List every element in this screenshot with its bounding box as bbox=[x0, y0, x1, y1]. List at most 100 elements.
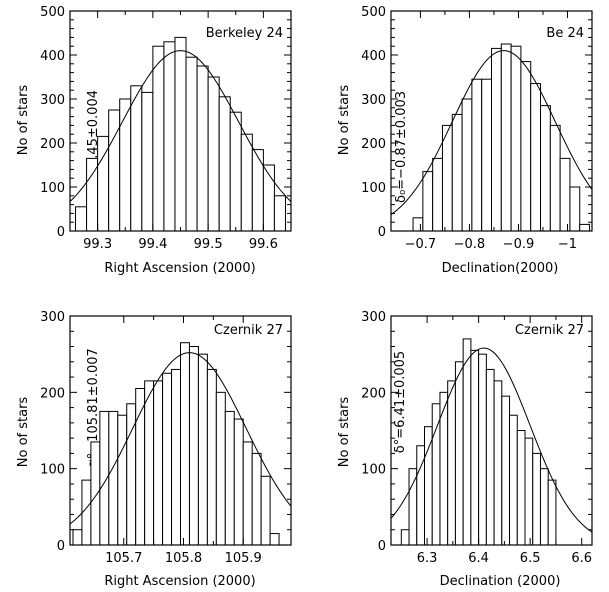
histogram-bar bbox=[462, 338, 472, 546]
y-axis-label: No of stars bbox=[16, 397, 31, 468]
histogram-bar bbox=[424, 426, 433, 546]
y-tick-label: 100 bbox=[361, 181, 386, 196]
gaussian-fit-line bbox=[390, 347, 593, 533]
histogram-bar bbox=[412, 217, 424, 232]
histogram-bar bbox=[251, 149, 264, 232]
histogram-bar bbox=[516, 430, 526, 546]
histogram-bar bbox=[540, 105, 551, 232]
histogram-bar bbox=[539, 468, 549, 546]
x-tick-label: 99.4 bbox=[138, 237, 167, 252]
x-tick-label: 6.5 bbox=[520, 551, 541, 566]
histogram-bar bbox=[549, 124, 561, 232]
panel-czernik-27-dec: Czernik 27 δ°=6.41±0.005 No of stars Dec… bbox=[337, 310, 593, 589]
histogram-bar bbox=[75, 206, 88, 232]
histogram-bar bbox=[174, 36, 187, 232]
histogram-bar bbox=[260, 475, 271, 546]
histogram-bar bbox=[141, 91, 154, 232]
histogram-bar bbox=[478, 353, 487, 546]
histogram-bar bbox=[532, 452, 541, 546]
histogram-bar bbox=[163, 41, 176, 232]
histogram-bar bbox=[251, 452, 262, 546]
gaussian-fit-line bbox=[390, 50, 593, 216]
y-tick-label: 100 bbox=[40, 181, 65, 196]
center-annotation: α°=105.81±0.007 bbox=[86, 348, 101, 468]
gaussian-fit-line bbox=[69, 352, 292, 525]
histogram-bar bbox=[185, 56, 198, 232]
histogram-bar bbox=[188, 346, 199, 546]
histogram-bar bbox=[144, 380, 155, 546]
histogram-bar bbox=[117, 414, 128, 546]
panel-berkeley-24-ra: Berkeley 24 α₀=99.45±0.004 No of stars R… bbox=[16, 5, 292, 276]
histogram-bar bbox=[461, 98, 473, 232]
panel-label: Czernik 27 bbox=[515, 323, 584, 338]
histogram-bar bbox=[197, 353, 208, 546]
histogram-bar bbox=[432, 157, 443, 232]
x-axis-label: Declination (2000) bbox=[440, 574, 561, 589]
plot-frame bbox=[390, 315, 593, 546]
histogram-bar bbox=[530, 83, 542, 232]
histogram-bar bbox=[422, 171, 434, 232]
histogram-bar bbox=[218, 96, 231, 232]
gaussian-fit-line bbox=[69, 50, 292, 202]
histogram-bar bbox=[471, 78, 483, 232]
x-tick-label: 6.4 bbox=[468, 551, 489, 566]
center-annotation: δ₀=−0.87±0.003 bbox=[394, 91, 409, 203]
histogram-bar bbox=[81, 479, 92, 546]
x-tick-label: −0.8 bbox=[454, 237, 486, 252]
histogram-bar bbox=[559, 157, 571, 232]
y-tick-label: 500 bbox=[361, 5, 386, 20]
histogram-bar bbox=[108, 109, 121, 232]
histogram-bar bbox=[119, 98, 132, 232]
plot-frame bbox=[390, 10, 593, 232]
histogram-bar bbox=[524, 437, 534, 546]
x-axis-label: Declination(2000) bbox=[442, 261, 559, 276]
y-tick-label: 300 bbox=[40, 93, 65, 108]
x-tick-label: −0.9 bbox=[503, 237, 535, 252]
histogram-bar bbox=[509, 414, 518, 546]
histogram-bar bbox=[240, 133, 253, 232]
plot-frame bbox=[69, 315, 292, 546]
panel-label: Be 24 bbox=[546, 26, 584, 41]
histogram-bar bbox=[207, 76, 220, 232]
center-annotation: δ°=6.41±0.005 bbox=[393, 351, 408, 453]
histogram-bar bbox=[493, 380, 503, 546]
y-tick-label: 200 bbox=[40, 386, 65, 401]
histogram-bar bbox=[441, 124, 453, 232]
histogram-bar bbox=[510, 45, 522, 232]
histogram-bar bbox=[408, 468, 418, 546]
histogram-bar bbox=[196, 65, 209, 232]
x-tick-label: 99.6 bbox=[249, 237, 278, 252]
y-tick-label: 0 bbox=[378, 225, 386, 240]
histogram-bar bbox=[431, 403, 441, 546]
y-tick-label: 100 bbox=[40, 463, 65, 478]
histogram-bar bbox=[152, 45, 165, 232]
histogram-bar bbox=[90, 441, 101, 546]
x-tick-label: 105.9 bbox=[225, 551, 262, 566]
x-tick-label: 105.7 bbox=[105, 551, 142, 566]
histogram-bar bbox=[451, 113, 463, 232]
histogram-bar bbox=[242, 441, 253, 546]
x-tick-label: 99.3 bbox=[83, 237, 112, 252]
histogram-bar bbox=[130, 85, 143, 232]
x-tick-label: 6.3 bbox=[417, 551, 438, 566]
x-tick-label: −1 bbox=[558, 237, 577, 252]
histogram-bar bbox=[470, 349, 480, 546]
panel-czernik-27-ra: Czernik 27 α°=105.81±0.007 No of stars R… bbox=[16, 310, 292, 589]
x-tick-label: −0.7 bbox=[405, 237, 437, 252]
histogram-bar bbox=[162, 372, 173, 546]
histogram-bar bbox=[520, 61, 532, 232]
histogram-bar bbox=[153, 380, 164, 546]
histogram-bar bbox=[579, 223, 591, 232]
histogram-bar bbox=[229, 111, 242, 232]
histogram-bar bbox=[500, 43, 512, 232]
histogram-bar bbox=[400, 529, 410, 546]
x-tick-label: 105.8 bbox=[165, 551, 202, 566]
histogram-bar bbox=[501, 395, 511, 546]
y-tick-label: 200 bbox=[361, 137, 386, 152]
histogram-bar bbox=[447, 380, 456, 546]
x-axis-label: Right Ascension (2000) bbox=[104, 261, 255, 276]
panel-be-24-dec: Be 24 δ₀=−0.87±0.003 No of stars Declina… bbox=[337, 5, 593, 276]
x-axis-label: Right Ascension (2000) bbox=[104, 574, 255, 589]
y-axis-label: No of stars bbox=[337, 397, 352, 468]
